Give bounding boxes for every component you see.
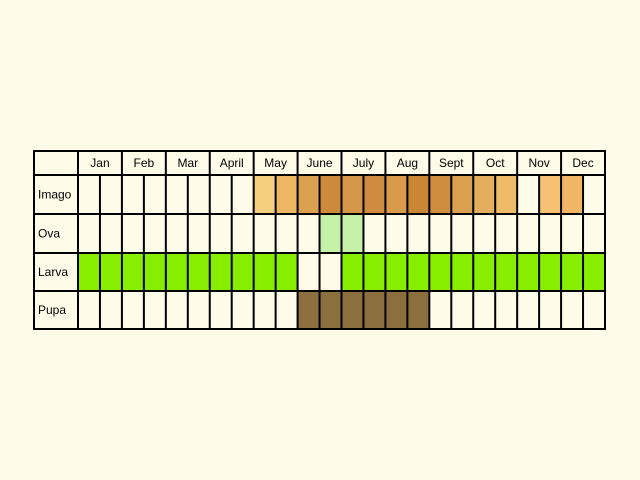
larva-cell-fill (253, 253, 277, 291)
imago-cell-fill (319, 175, 342, 214)
larva-cell-fill (473, 253, 496, 291)
pupa-cell-fill (385, 291, 408, 329)
larva-cell-fill (121, 253, 145, 291)
pupa-cell-fill (363, 291, 386, 329)
pupa-cell-fill (297, 291, 321, 329)
imago-cell-fill (275, 175, 299, 214)
larva-cell-fill (495, 253, 518, 291)
month-label-dec: Dec (572, 156, 593, 170)
month-label-may: May (264, 156, 287, 170)
row-label-imago: Imago (38, 188, 72, 202)
larva-cell-fill (341, 253, 364, 291)
month-label-june: June (307, 156, 333, 170)
imago-cell-fill (539, 175, 562, 214)
month-label-aug: Aug (397, 156, 418, 170)
month-label-mar: Mar (177, 156, 198, 170)
imago-cell-fill (451, 175, 474, 214)
imago-cell-fill (473, 175, 496, 214)
ova-cell-fill (341, 214, 364, 253)
imago-cell-fill (253, 175, 277, 214)
pupa-cell-fill (319, 291, 342, 329)
larva-cell-fill (385, 253, 408, 291)
pupa-cell-fill (407, 291, 430, 329)
larva-cell-fill (363, 253, 386, 291)
larva-cell-fill (187, 253, 211, 291)
imago-cell-fill (495, 175, 518, 214)
imago-cell-fill (429, 175, 452, 214)
larva-cell-fill (583, 253, 606, 291)
row-label-ova: Ova (38, 227, 60, 241)
larva-cell-fill (143, 253, 167, 291)
pupa-cell-fill (341, 291, 364, 329)
row-label-larva: Larva (38, 265, 68, 279)
larva-cell-fill (165, 253, 189, 291)
larva-cell-fill (561, 253, 584, 291)
imago-cell-fill (561, 175, 584, 214)
ova-cell-fill (319, 214, 342, 253)
imago-cell-fill (407, 175, 430, 214)
grid-lines (33, 150, 606, 330)
month-label-april: April (220, 156, 244, 170)
month-label-jan: Jan (90, 156, 109, 170)
larva-cell-fill (78, 253, 101, 291)
larva-cell-fill (275, 253, 299, 291)
larva-cell-fill (209, 253, 233, 291)
larva-cell-fill (99, 253, 123, 291)
month-label-oct: Oct (486, 156, 505, 170)
larva-cell-fill (517, 253, 540, 291)
larva-cell-fill (451, 253, 474, 291)
month-label-feb: Feb (134, 156, 155, 170)
larva-cell-fill (231, 253, 255, 291)
imago-cell-fill (363, 175, 386, 214)
month-label-nov: Nov (528, 156, 549, 170)
imago-cell-fill (341, 175, 364, 214)
month-label-july: July (353, 156, 374, 170)
larva-cell-fill (429, 253, 452, 291)
larva-cell-fill (407, 253, 430, 291)
month-label-sept: Sept (439, 156, 464, 170)
larva-cell-fill (539, 253, 562, 291)
labels: Jan Feb Mar April May June July Aug Sept Oct Nov De… (38, 156, 594, 317)
imago-cell-fill (297, 175, 321, 214)
imago-cell-fill (385, 175, 408, 214)
row-label-pupa: Pupa (38, 303, 66, 317)
